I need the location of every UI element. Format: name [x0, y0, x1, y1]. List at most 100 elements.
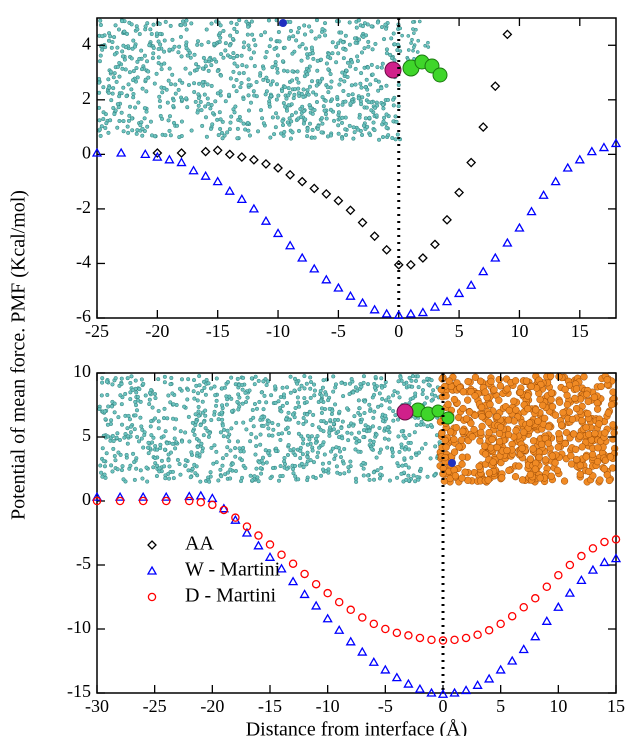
particle — [428, 456, 433, 461]
particle — [104, 451, 109, 456]
particle — [286, 103, 291, 108]
particle — [106, 90, 111, 95]
particle — [370, 72, 375, 77]
particle — [219, 51, 224, 57]
marker-triangle — [299, 589, 310, 599]
particle — [209, 445, 214, 450]
particle — [264, 460, 269, 465]
particle — [268, 82, 273, 87]
particle — [242, 40, 247, 45]
particle — [503, 385, 511, 393]
marker-circle — [450, 635, 459, 645]
particle — [171, 98, 176, 103]
particle — [135, 434, 140, 440]
particle — [233, 104, 238, 109]
x-tick-label: 0 — [439, 696, 448, 716]
particle — [516, 388, 524, 397]
particle — [131, 95, 136, 100]
particle — [352, 130, 357, 135]
particle — [130, 116, 135, 121]
particle — [503, 446, 511, 455]
particle — [302, 374, 307, 379]
legend-label: D - Martini — [185, 585, 277, 607]
particle — [353, 385, 358, 390]
particle — [297, 404, 302, 409]
marker-circle — [496, 619, 505, 629]
particle — [212, 57, 217, 62]
particle — [170, 37, 175, 42]
particle — [288, 28, 294, 33]
particle — [555, 429, 563, 438]
particle — [285, 425, 290, 430]
particle — [270, 421, 275, 426]
particle — [328, 107, 333, 112]
particle — [140, 86, 145, 91]
particle — [228, 448, 233, 453]
particle — [290, 412, 295, 417]
particle — [450, 448, 459, 456]
particle — [588, 450, 597, 459]
particle — [264, 400, 269, 405]
particle — [278, 464, 283, 469]
particle — [225, 130, 230, 135]
particle — [252, 474, 257, 479]
particle — [134, 466, 139, 471]
marker-triangle — [236, 194, 247, 204]
x-tick-label: -25 — [85, 321, 109, 341]
marker-circle — [242, 522, 252, 531]
particle — [312, 107, 317, 113]
particle — [271, 427, 276, 432]
particle — [154, 473, 159, 479]
particle — [478, 422, 486, 431]
marker-triangle — [322, 613, 333, 623]
particle — [225, 380, 231, 385]
particle — [280, 59, 286, 64]
particle — [156, 419, 161, 424]
particle — [241, 70, 246, 76]
particle — [172, 436, 177, 441]
particle — [113, 376, 118, 381]
particle — [214, 398, 219, 403]
particle — [282, 85, 288, 90]
particle — [251, 37, 257, 42]
particle — [308, 386, 313, 391]
particle — [609, 464, 617, 472]
particle — [197, 383, 202, 388]
particle — [186, 377, 191, 382]
particle — [345, 60, 350, 65]
particle — [547, 396, 555, 404]
particle — [279, 131, 284, 136]
particle — [218, 73, 224, 78]
particle — [303, 117, 308, 122]
particle — [113, 23, 118, 28]
particle — [195, 444, 200, 450]
particle — [330, 51, 335, 56]
marker-triangle — [502, 237, 513, 247]
particle — [321, 104, 326, 109]
particle — [393, 137, 398, 142]
particle — [220, 423, 225, 428]
particle — [258, 73, 263, 78]
particle — [386, 437, 391, 442]
particle — [104, 121, 109, 126]
particle — [221, 427, 227, 432]
marker-triangle — [345, 290, 356, 300]
particle — [347, 391, 352, 397]
particle — [375, 404, 381, 409]
particle — [400, 33, 404, 38]
x-tick-label: 15 — [607, 696, 625, 716]
particle — [320, 385, 325, 390]
particle — [287, 36, 292, 41]
marker-triangle — [472, 680, 483, 689]
marker-triangle — [368, 656, 379, 666]
particle — [183, 463, 188, 468]
particle — [293, 405, 298, 411]
particle — [201, 55, 206, 60]
particle — [201, 419, 206, 424]
particle — [556, 398, 564, 406]
particle — [298, 445, 303, 450]
particle — [496, 382, 505, 390]
particle — [343, 132, 349, 137]
particle — [604, 409, 612, 417]
particle — [367, 402, 372, 407]
